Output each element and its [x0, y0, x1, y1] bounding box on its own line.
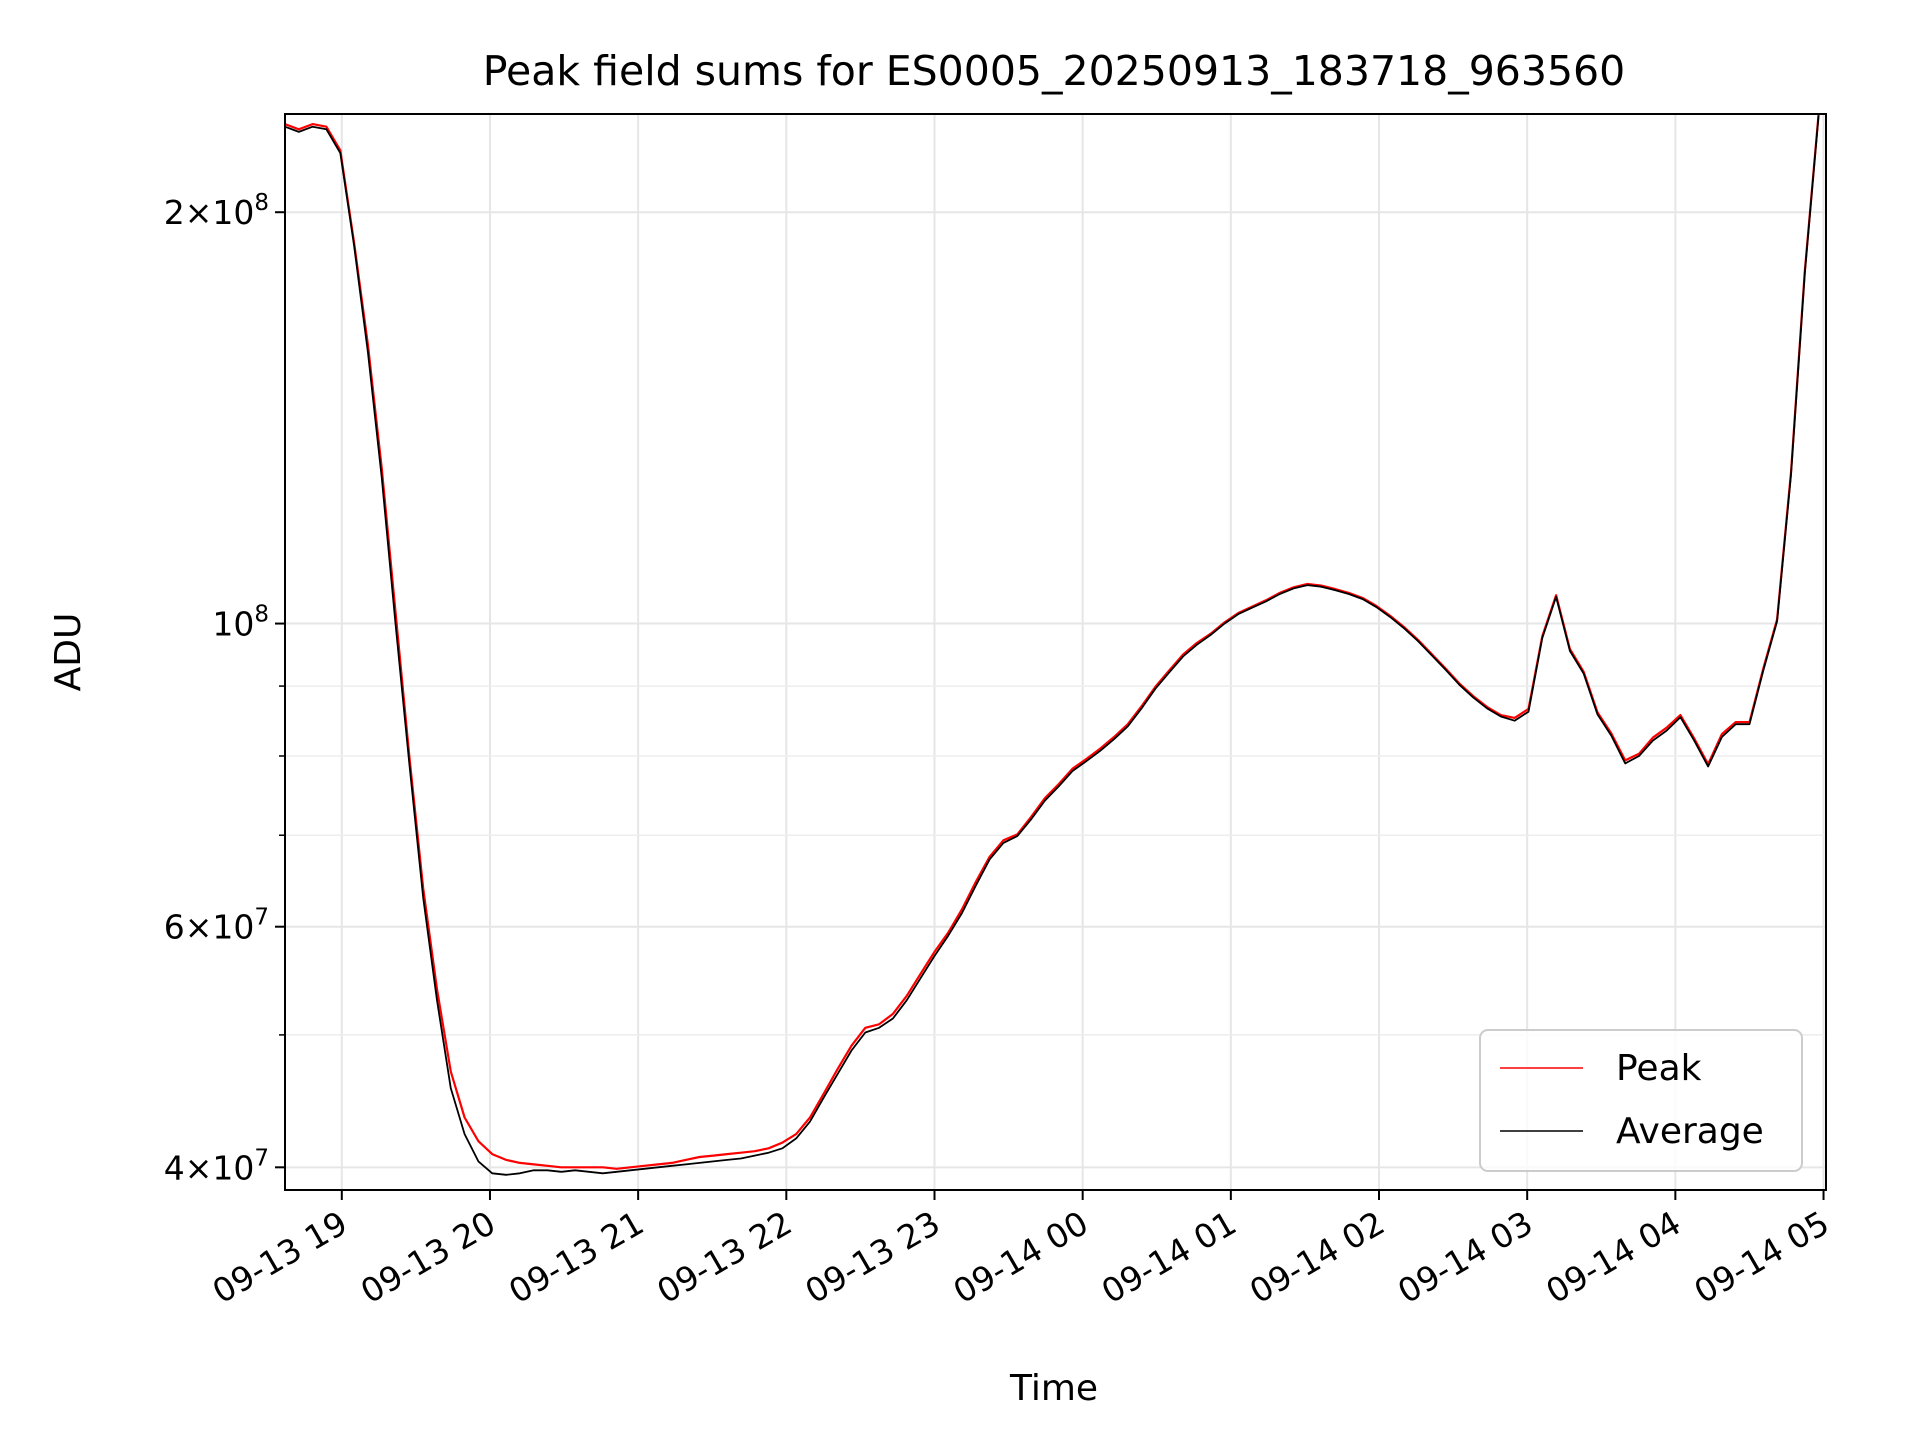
plot-frame [284, 113, 1827, 1191]
y-axis-label: ADU [48, 613, 89, 692]
grid-lines [285, 114, 1826, 1190]
y-tick-label: 2×108 [164, 190, 269, 232]
chart-title: Peak field sums for ES0005_20250913_1837… [483, 47, 1625, 95]
series-layer [285, 114, 1820, 1176]
series-line-average [285, 115, 1820, 1176]
legend-label-average: Average [1616, 1111, 1764, 1152]
legend-label-peak: Peak [1616, 1048, 1702, 1089]
legend-box [1479, 1029, 1803, 1172]
y-tick-label: 4×107 [164, 1145, 269, 1187]
y-tick-label: 6×107 [164, 905, 269, 947]
y-tick-label: 108 [212, 602, 269, 644]
x-axis-label: Time [1009, 1368, 1098, 1409]
legend: Peak Average [1479, 1029, 1803, 1172]
y-axis: 4×107 6×107 108 2×108 [164, 190, 285, 1187]
